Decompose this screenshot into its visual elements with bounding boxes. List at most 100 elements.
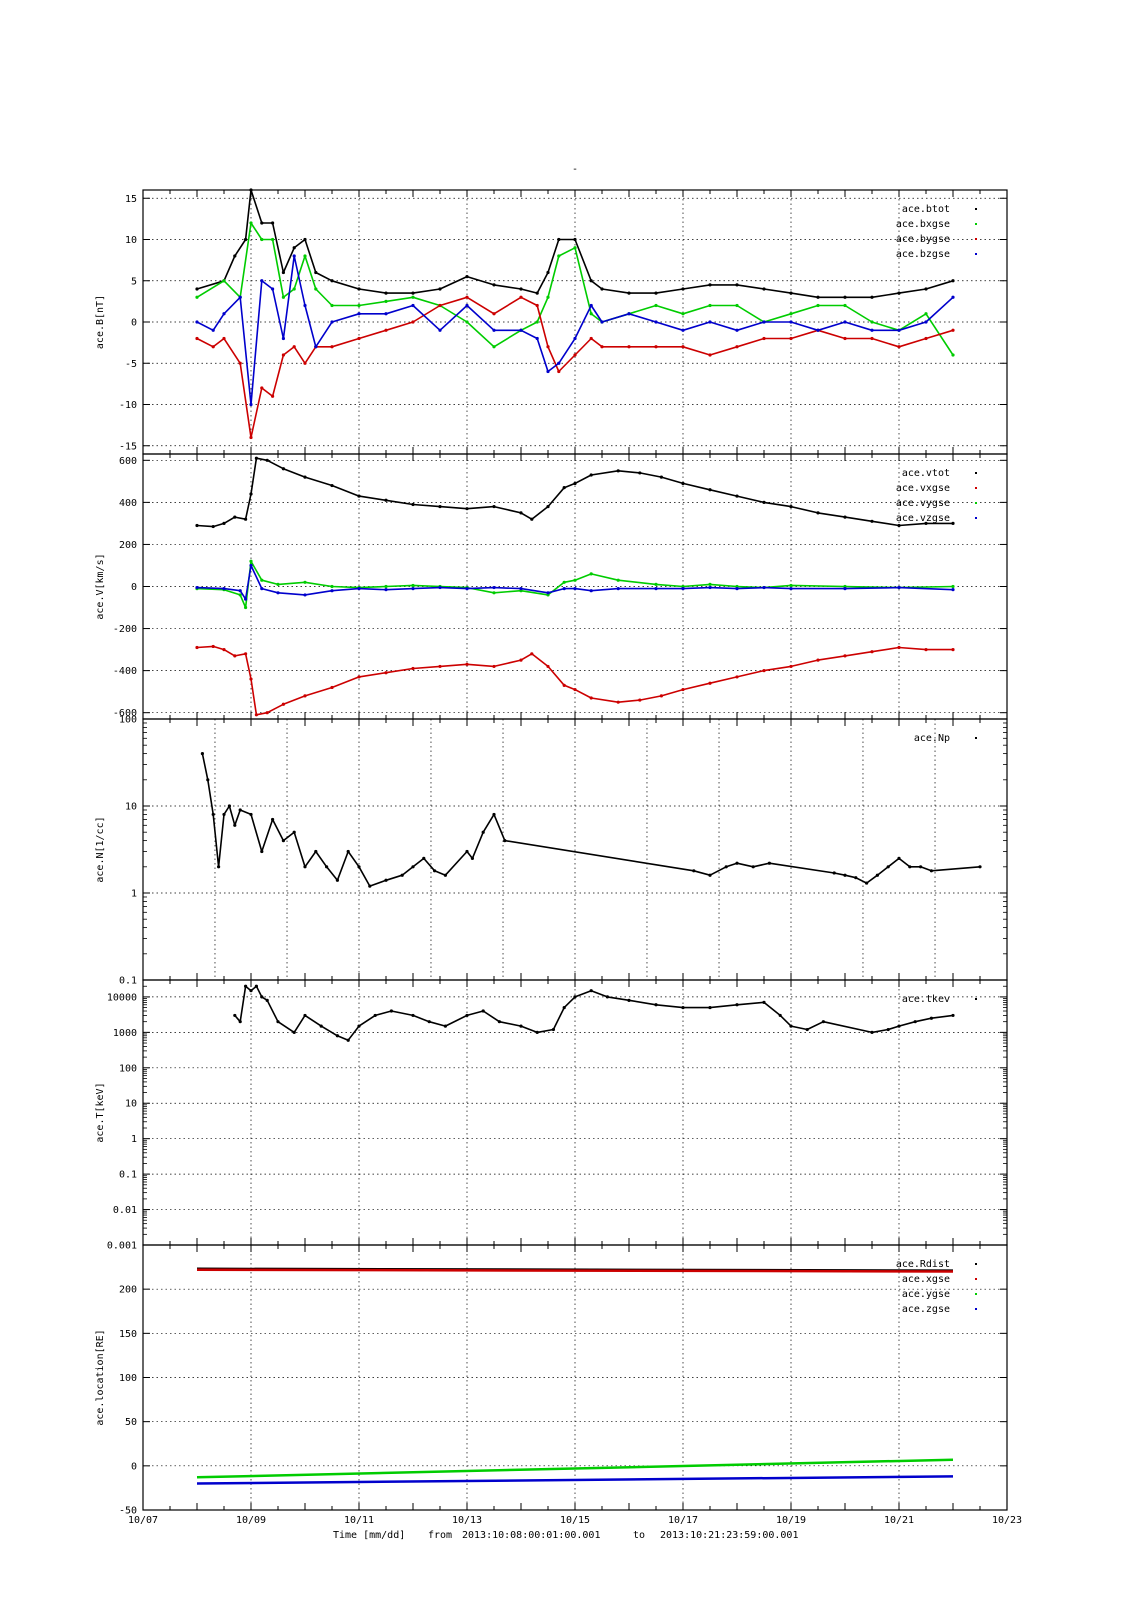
data-point — [573, 578, 577, 582]
data-point — [303, 361, 307, 365]
data-point — [929, 1016, 934, 1020]
figure-title: - — [572, 164, 578, 175]
data-point — [492, 812, 496, 817]
data-point — [789, 583, 793, 588]
data-point — [357, 675, 361, 679]
data-point — [535, 291, 539, 295]
data-point — [681, 481, 685, 486]
data-point — [919, 865, 923, 869]
legend-marker — [975, 737, 977, 739]
data-point — [654, 291, 658, 295]
x-tick-label: 10/21 — [884, 1515, 914, 1526]
data-point — [557, 361, 561, 365]
data-point — [681, 287, 685, 291]
data-point — [244, 597, 248, 601]
panel-2: -600 -400 -200 0 200 400 600 ace.vtot ace.vxgse a… — [95, 453, 1008, 720]
series-ace-vzgse — [196, 564, 954, 600]
data-point — [249, 812, 253, 817]
data-point — [735, 303, 739, 308]
y-tick-label: 150 — [119, 1329, 137, 1340]
y-tick-label: 10000 — [107, 992, 137, 1003]
data-point — [951, 353, 955, 357]
data-point — [346, 849, 350, 854]
data-point — [913, 1020, 917, 1024]
data-point — [681, 587, 685, 591]
y-tick-label: 0.1 — [119, 976, 137, 987]
y-axis-label: ace.N[1/cc] — [95, 816, 106, 882]
data-point — [330, 345, 334, 349]
data-point — [735, 861, 739, 865]
data-point — [384, 312, 388, 316]
data-point — [465, 849, 469, 854]
data-point — [260, 386, 264, 390]
data-point — [292, 287, 296, 291]
data-point — [211, 328, 215, 332]
data-point — [249, 559, 253, 563]
data-point — [303, 254, 307, 258]
data-point — [762, 500, 766, 504]
data-point — [303, 694, 307, 698]
data-point — [292, 1030, 296, 1034]
data-point — [195, 336, 199, 341]
data-point — [816, 295, 820, 299]
legend-label: ace.ygse — [902, 1289, 950, 1300]
y-tick-label: 0.001 — [107, 1241, 137, 1252]
data-point — [222, 812, 226, 817]
legend-marker — [975, 1308, 977, 1310]
data-point — [530, 652, 534, 656]
data-point — [659, 694, 664, 698]
legend-marker — [975, 1278, 977, 1280]
data-point — [330, 584, 334, 589]
data-point — [276, 582, 280, 586]
series-ace-ygse — [196, 1458, 954, 1479]
data-point — [222, 279, 226, 283]
data-point — [897, 585, 901, 590]
data-point — [238, 589, 242, 593]
legend-label: ace.Rdist — [896, 1259, 950, 1270]
data-point — [411, 502, 415, 507]
y-tick-label: 10 — [125, 235, 137, 246]
y-tick-label: 0.1 — [119, 1170, 137, 1181]
data-point — [951, 295, 955, 299]
x-tick-label: 10/17 — [668, 1515, 698, 1526]
y-tick-label: 1 — [131, 1134, 137, 1145]
data-point — [254, 984, 258, 988]
x-tick-label: 10/15 — [560, 1515, 590, 1526]
data-point — [319, 1024, 323, 1028]
data-point — [249, 435, 253, 440]
data-point — [368, 884, 372, 888]
data-point — [384, 291, 388, 295]
data-point — [357, 587, 361, 591]
data-point — [438, 328, 442, 332]
y-axis-label: ace.location[RE] — [95, 1329, 106, 1425]
data-point — [195, 645, 199, 650]
data-point — [357, 303, 361, 308]
legend-marker — [975, 1263, 977, 1265]
data-point — [708, 585, 712, 590]
legend-label: ace.vzgse — [896, 513, 950, 524]
data-point — [271, 237, 275, 242]
data-point — [735, 494, 739, 498]
data-point — [244, 517, 248, 521]
data-point — [908, 865, 912, 869]
data-point — [535, 303, 539, 308]
data-point — [562, 587, 566, 591]
data-point — [281, 270, 285, 275]
data-point — [573, 336, 577, 341]
y-axis-label: ace.B[nT] — [95, 295, 106, 349]
data-point — [589, 312, 593, 316]
data-point — [751, 865, 755, 869]
legend-label: ace.vygse — [896, 498, 950, 509]
data-point — [605, 995, 610, 999]
data-point — [816, 328, 820, 332]
y-axis-label: ace.V[km/s] — [95, 553, 106, 619]
data-point — [546, 369, 550, 374]
data-point — [735, 283, 739, 287]
y-tick-label: -5 — [125, 359, 137, 370]
data-point — [924, 312, 928, 316]
data-point — [330, 303, 334, 308]
data-point — [762, 585, 766, 590]
y-tick-label: 10 — [125, 802, 137, 813]
data-point — [303, 1013, 307, 1018]
